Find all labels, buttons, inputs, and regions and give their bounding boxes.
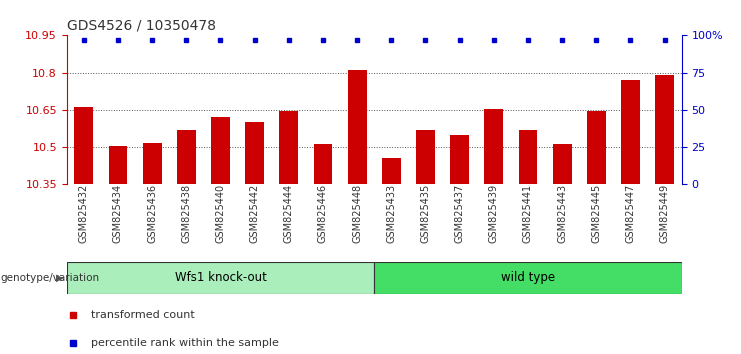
- Text: GSM825443: GSM825443: [557, 184, 567, 243]
- Text: GDS4526 / 10350478: GDS4526 / 10350478: [67, 19, 216, 33]
- Text: GSM825442: GSM825442: [250, 184, 259, 243]
- Bar: [211, 117, 230, 184]
- Bar: [416, 130, 435, 184]
- Text: wild type: wild type: [501, 272, 555, 284]
- Text: transformed count: transformed count: [91, 310, 195, 320]
- Bar: [313, 144, 333, 184]
- Text: GSM825434: GSM825434: [113, 184, 123, 243]
- Text: genotype/variation: genotype/variation: [1, 273, 100, 283]
- Bar: [74, 107, 93, 184]
- Text: GSM825432: GSM825432: [79, 184, 89, 243]
- Bar: [519, 130, 537, 184]
- Text: GSM825445: GSM825445: [591, 184, 601, 243]
- Text: GSM825438: GSM825438: [182, 184, 191, 243]
- Text: ▶: ▶: [56, 273, 63, 283]
- Text: GSM825433: GSM825433: [386, 184, 396, 243]
- Bar: [451, 135, 469, 184]
- Text: GSM825446: GSM825446: [318, 184, 328, 243]
- Text: percentile rank within the sample: percentile rank within the sample: [91, 338, 279, 348]
- Bar: [621, 80, 640, 184]
- Bar: [143, 143, 162, 184]
- Bar: [245, 122, 264, 184]
- Text: GSM825444: GSM825444: [284, 184, 293, 243]
- Bar: [177, 130, 196, 184]
- Bar: [655, 75, 674, 184]
- Bar: [485, 108, 503, 184]
- Text: GSM825447: GSM825447: [625, 184, 636, 243]
- Text: GSM825448: GSM825448: [352, 184, 362, 243]
- Text: GSM825449: GSM825449: [659, 184, 670, 243]
- Text: GSM825435: GSM825435: [420, 184, 431, 243]
- FancyBboxPatch shape: [67, 262, 374, 294]
- Text: GSM825440: GSM825440: [216, 184, 225, 243]
- Text: GSM825436: GSM825436: [147, 184, 157, 243]
- Text: GSM825437: GSM825437: [455, 184, 465, 243]
- FancyBboxPatch shape: [374, 262, 682, 294]
- Text: Wfs1 knock-out: Wfs1 knock-out: [175, 272, 266, 284]
- Bar: [587, 111, 605, 184]
- Bar: [553, 144, 571, 184]
- Bar: [382, 158, 401, 184]
- Bar: [348, 70, 367, 184]
- Bar: [279, 111, 298, 184]
- Bar: [108, 145, 127, 184]
- Text: GSM825439: GSM825439: [489, 184, 499, 243]
- Text: GSM825441: GSM825441: [523, 184, 533, 243]
